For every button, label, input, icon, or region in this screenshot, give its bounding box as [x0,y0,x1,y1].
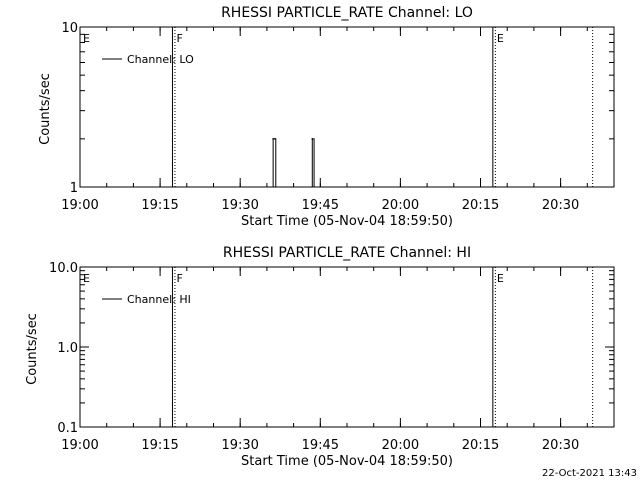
chart-lo-data-point [272,138,274,140]
chart-lo-x-tick-label: 19:45 [302,198,339,213]
chart-lo-x-tick-label: 19:30 [221,198,258,213]
chart-lo-x-tick-label: 19:00 [61,198,98,213]
chart-lo: RHESSI PARTICLE_RATE Channel: LO 19:00 19… [38,5,615,229]
chart-hi-x-tick-label: 19:15 [141,438,178,453]
chart-lo-marker-label: E [497,32,504,45]
chart-lo-y-tick-label: 1 [70,181,78,196]
chart-hi-y-tick-label: 1.0 [57,341,78,356]
chart-lo-x-tick-label: 20:15 [462,198,499,213]
chart-lo-data-point [311,138,314,140]
chart-hi-marker-label: F [176,272,182,285]
chart-hi-x-tick-label: 19:30 [221,438,258,453]
chart-lo-x-tick-label: 20:00 [382,198,419,213]
chart-hi-x-tick-label: 20:15 [462,438,499,453]
chart-hi-y-label: Counts/sec [25,313,40,385]
chart-hi-x-tick-label: 19:45 [302,438,339,453]
chart-lo-x-tick-label: 20:30 [542,198,579,213]
chart-hi-title: RHESSI PARTICLE_RATE Channel: HI [223,245,471,261]
chart-hi-plot: 19:00 19:15 19:30 19:45 20:00 20:15 20:30 0.1 1.… [49,261,615,453]
chart-lo-data-point [274,138,276,140]
chart-lo-x-tick-label: 19:15 [141,198,178,213]
chart-hi: RHESSI PARTICLE_RATE Channel: HI 19:00 19… [25,245,615,469]
chart-lo-plot: 19:00 19:15 19:30 19:45 20:00 20:15 20:30 1 10 E F… [61,21,615,213]
footer-timestamp: 22-Oct-2021 13:43 [542,468,637,479]
chart-hi-marker-label: E [83,272,90,285]
chart-hi-y-tick-label: 10.0 [49,261,78,276]
chart-lo-marker-label: E [83,32,90,45]
chart-lo-y-tick-label: 10 [61,21,78,36]
chart-hi-x-label: Start Time (05-Nov-04 18:59:50) [241,454,453,469]
chart-lo-title: RHESSI PARTICLE_RATE Channel: LO [221,5,473,21]
chart-hi-x-tick-label: 20:30 [542,438,579,453]
chart-hi-marker-label: E [497,272,504,285]
chart-lo-marker-label: F [176,32,182,45]
chart-hi-legend-label: Channel: HI [127,293,191,306]
chart-hi-x-tick-label: 20:00 [382,438,419,453]
chart-hi-x-tick-label: 19:00 [61,438,98,453]
chart-lo-y-label: Counts/sec [38,73,53,145]
chart-hi-y-tick-label: 0.1 [57,421,78,436]
chart-lo-legend-label: Channel: LO [127,53,194,66]
chart-lo-x-label: Start Time (05-Nov-04 18:59:50) [241,214,453,229]
